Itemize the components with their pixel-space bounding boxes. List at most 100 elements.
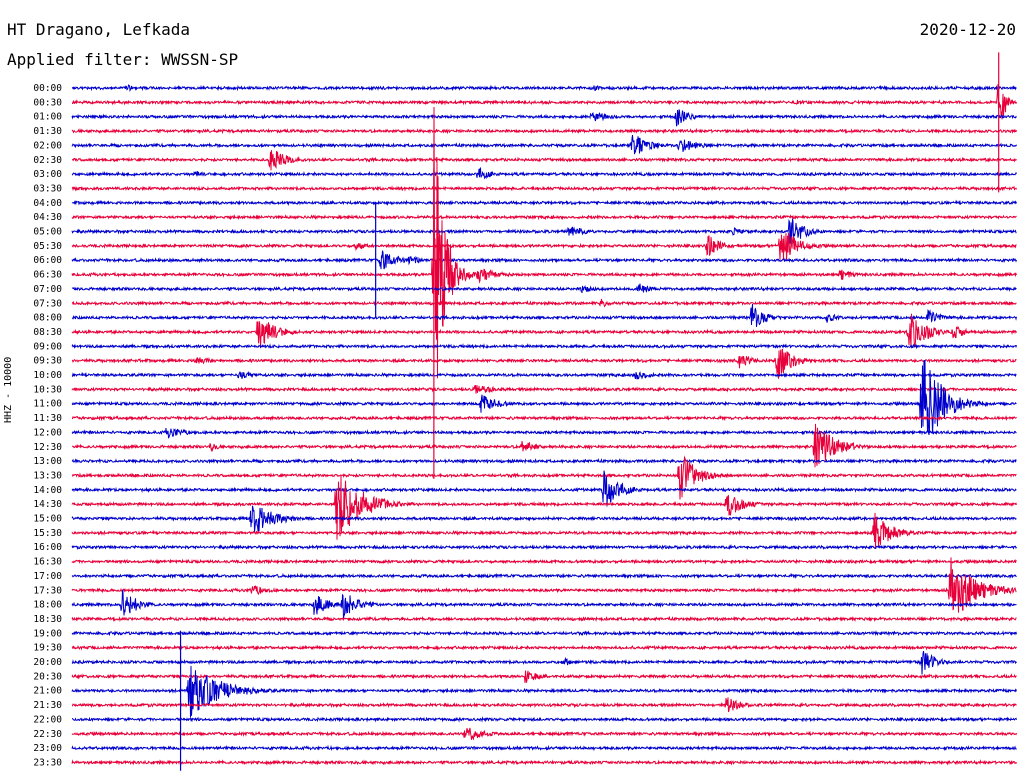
row-label: 08:00 (33, 313, 62, 324)
row-label: 12:30 (33, 442, 62, 453)
trace-row (71, 475, 1017, 540)
row-label: 18:30 (33, 614, 62, 625)
row-label: 20:00 (33, 657, 62, 668)
trace-row (71, 557, 1017, 613)
row-label: 07:00 (33, 284, 62, 295)
trace-row (71, 665, 1017, 718)
row-label: 18:00 (33, 600, 62, 611)
row-label: 07:30 (33, 298, 62, 309)
trace-row (71, 283, 1017, 294)
trace-row (71, 727, 1017, 741)
trace-row (71, 651, 1017, 675)
row-label: 19:00 (33, 628, 62, 639)
trace-row (71, 644, 1017, 651)
trace-row (71, 455, 1017, 500)
row-label: 10:00 (33, 370, 62, 381)
row-label: 06:00 (33, 255, 62, 266)
row-label: 05:00 (33, 227, 62, 238)
row-label: 03:00 (33, 169, 62, 180)
row-label: 14:00 (33, 485, 62, 496)
trace-row (71, 298, 1017, 308)
trace-row (71, 697, 1017, 713)
trace-row (71, 427, 1017, 439)
trace-row (71, 716, 1017, 723)
trace-row (71, 512, 1017, 549)
trace-row (71, 558, 1017, 565)
trace-row (71, 470, 1017, 507)
trace-row (71, 250, 1017, 270)
trace-row (71, 109, 1017, 127)
trace-row (71, 423, 1017, 468)
row-label: 04:00 (33, 198, 62, 209)
row-label: 21:30 (33, 700, 62, 711)
trace-row (71, 371, 1017, 380)
row-label: 17:00 (33, 571, 62, 582)
row-label: 12:00 (33, 427, 62, 438)
row-label: 05:30 (33, 241, 62, 252)
row-label: 11:30 (33, 413, 62, 424)
row-label: 17:30 (33, 585, 62, 596)
trace-row (71, 572, 1017, 580)
row-label: 00:00 (33, 83, 62, 94)
trace-row (71, 543, 1017, 551)
trace-row (71, 348, 1017, 379)
row-label: 02:00 (33, 140, 62, 151)
trace-row (71, 343, 1017, 350)
trace-row (71, 457, 1017, 465)
trace-row (71, 106, 1017, 379)
trace-row (71, 759, 1017, 766)
row-label: 13:00 (33, 456, 62, 467)
trace-row (71, 84, 1017, 93)
trace-row (71, 670, 1017, 683)
row-label-group: 00:00 00:30 01:00 01:30 02:00 02:30 03:00 03:30… (33, 83, 62, 768)
trace-row (71, 232, 1017, 261)
row-label: 21:00 (33, 686, 62, 697)
trace-row (71, 127, 1017, 135)
trace-row (71, 384, 1017, 394)
row-label: 01:00 (33, 112, 62, 123)
row-label: 15:30 (33, 528, 62, 539)
row-label: 11:00 (33, 399, 62, 410)
trace-row (71, 505, 1017, 532)
row-label: 22:00 (33, 714, 62, 725)
row-label: 16:30 (33, 557, 62, 568)
row-label: 15:00 (33, 514, 62, 525)
row-label: 02:30 (33, 155, 62, 166)
row-label: 08:30 (33, 327, 62, 338)
trace-row (71, 185, 1017, 192)
trace-row (71, 313, 1017, 349)
trace-row (71, 135, 1017, 155)
row-label: 13:30 (33, 470, 62, 481)
row-label: 03:30 (33, 183, 62, 194)
row-label: 22:30 (33, 729, 62, 740)
trace-row (71, 218, 1017, 244)
trace-row (71, 589, 1017, 620)
trace-row (71, 167, 1017, 180)
trace-row (71, 615, 1017, 623)
trace-row (71, 214, 1017, 221)
row-label: 16:00 (33, 542, 62, 553)
row-label: 14:30 (33, 499, 62, 510)
row-label: 20:30 (33, 671, 62, 682)
row-label: 06:30 (33, 270, 62, 281)
trace-row (71, 359, 1017, 436)
row-label: 09:30 (33, 356, 62, 367)
trace-row (71, 83, 1017, 120)
filter-label: Applied filter: WWSSN-SP (7, 50, 239, 69)
trace-group (71, 52, 1017, 771)
trace-row (71, 303, 1017, 327)
row-label: 19:30 (33, 643, 62, 654)
row-label: 00:30 (33, 97, 62, 108)
trace-row (71, 199, 1017, 207)
row-label: 01:30 (33, 126, 62, 137)
row-label: 23:30 (33, 757, 62, 768)
trace-row (71, 629, 1017, 637)
row-label: 09:00 (33, 341, 62, 352)
date-label: 2020-12-20 (919, 20, 1016, 39)
row-label: 04:30 (33, 212, 62, 223)
row-label: 10:30 (33, 384, 62, 395)
trace-row (71, 150, 1017, 171)
station-title: HT Dragano, Lefkada (7, 20, 191, 39)
trace-row (71, 744, 1017, 752)
